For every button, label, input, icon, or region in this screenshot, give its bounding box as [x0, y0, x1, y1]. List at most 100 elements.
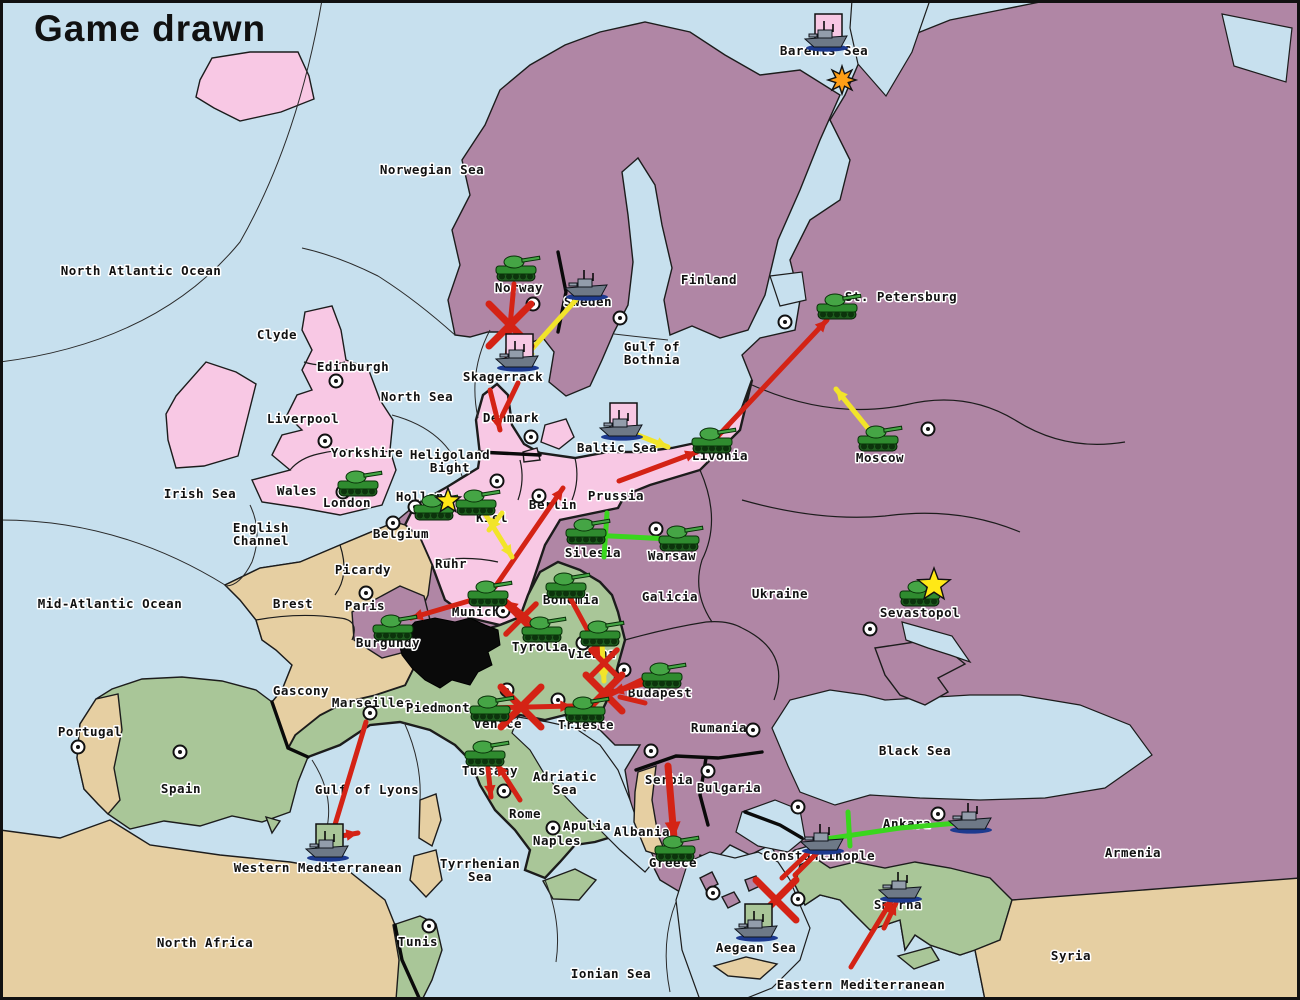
border-layer — [0, 0, 1126, 1000]
supply-center-dot — [612, 310, 628, 326]
germany-internal-3 — [439, 557, 499, 563]
territory-label: Irish Sea — [164, 486, 236, 501]
sea-border-2 — [301, 247, 456, 336]
black-sea-shape — [771, 689, 1153, 806]
france-internal-2 — [334, 544, 345, 596]
supply-center-dot — [421, 918, 437, 934]
supply-center-dot — [317, 433, 333, 449]
territory-label: Silesia — [565, 545, 621, 560]
territory-label: Tyrrhenian Sea — [440, 856, 520, 884]
army-unit — [464, 740, 510, 767]
army-unit — [691, 427, 737, 454]
territory-label: Prussia — [588, 488, 644, 503]
pyrenees-border — [270, 700, 310, 759]
army-unit — [816, 293, 862, 320]
territory-label: Apulia — [563, 818, 611, 833]
supply-center-dot — [70, 739, 86, 755]
kara-inlet — [1221, 13, 1293, 83]
territory-label: Gulf of Bothnia — [624, 339, 680, 367]
territory-label: Finland — [681, 272, 737, 287]
territory-label: North Sea — [381, 389, 453, 404]
territory-label: Heligoland Bight — [410, 447, 490, 475]
scandinavia — [447, 21, 841, 397]
territory-label: Norway — [495, 280, 543, 295]
territory-label: Black Sea — [879, 743, 951, 758]
order-arrow-layer — [331, 281, 961, 970]
cyprus — [896, 946, 941, 970]
north-africa — [0, 819, 421, 1000]
supply-center-dot — [862, 621, 878, 637]
territory-label: Bulgaria — [697, 780, 761, 795]
territory-label: Portugal — [58, 724, 122, 739]
order-arrow-red — [848, 895, 896, 970]
arrowhead — [491, 417, 503, 430]
army-unit — [495, 255, 541, 282]
serbia-rumania-border — [634, 750, 764, 772]
germany-internal-2 — [571, 457, 578, 501]
territory-label: Yorkshire — [331, 445, 403, 460]
territory-label: Spain — [161, 781, 201, 796]
order-arrow-red — [492, 485, 566, 590]
corsica — [418, 793, 442, 848]
territory-label: Picardy — [335, 562, 391, 577]
territory-label: Norwegian Sea — [380, 162, 484, 177]
sea-border-11 — [0, 519, 226, 586]
sea-border-7 — [403, 721, 421, 801]
army-unit — [455, 489, 501, 516]
rumania-east-border — [741, 627, 780, 701]
territory-label: Galicia — [642, 589, 698, 604]
arrowhead — [489, 517, 501, 530]
territory-label: Rumania — [691, 720, 747, 735]
supply-center-dot — [643, 743, 659, 759]
supply-center-dot — [700, 763, 716, 779]
denmark-kiel-border — [476, 450, 542, 457]
territory-label: Ruhr — [435, 556, 467, 571]
arrowhead — [484, 784, 496, 797]
galicia-rumania-border — [624, 621, 743, 641]
france-internal-1 — [255, 614, 355, 641]
russia-north-border — [751, 384, 1126, 445]
fleet-unit — [799, 824, 844, 855]
sea-of-marmara — [735, 799, 806, 853]
order-arrow-red — [331, 719, 369, 831]
fleet-unit — [494, 333, 539, 372]
supply-center-dot — [362, 705, 378, 721]
supply-center-dot — [172, 744, 188, 760]
arrowhead — [345, 829, 358, 841]
fleet-unit — [733, 903, 778, 942]
sea-border-5 — [474, 329, 491, 419]
territory-label: Tunis — [398, 934, 438, 949]
switzerland-impassable — [397, 617, 501, 689]
build-star-marker — [433, 486, 463, 514]
fleet-unit — [598, 402, 643, 441]
island-layer — [264, 418, 941, 980]
territory-label: Wales — [277, 483, 317, 498]
sea-border-1 — [0, 0, 323, 363]
supply-center-dot — [790, 799, 806, 815]
order-arrow-red — [779, 848, 813, 881]
order-arrow-red — [617, 694, 648, 706]
supply-center-dot — [705, 885, 721, 901]
army-unit — [372, 614, 418, 641]
territory-label: Aegean Sea — [716, 940, 796, 955]
territory-label: Gascony — [273, 683, 329, 698]
sea-of-azov — [901, 621, 972, 664]
territory-label: Eastern Mediterranean — [777, 977, 946, 992]
supply-center-dot — [545, 820, 561, 836]
army-unit — [545, 572, 591, 599]
army-unit — [469, 695, 515, 722]
territory-label: North Africa — [157, 935, 253, 950]
fleet-unit — [304, 823, 349, 862]
army-unit — [337, 470, 383, 497]
order-arrow-red — [715, 317, 830, 439]
territory-label: Moscow — [856, 450, 904, 465]
dislodge-burst-marker — [825, 63, 859, 97]
balearics — [264, 815, 282, 835]
danish-isles — [540, 418, 575, 450]
portugal-region — [76, 693, 123, 816]
territory-label: Rome — [509, 806, 541, 821]
territory-label: Paris — [345, 598, 385, 613]
